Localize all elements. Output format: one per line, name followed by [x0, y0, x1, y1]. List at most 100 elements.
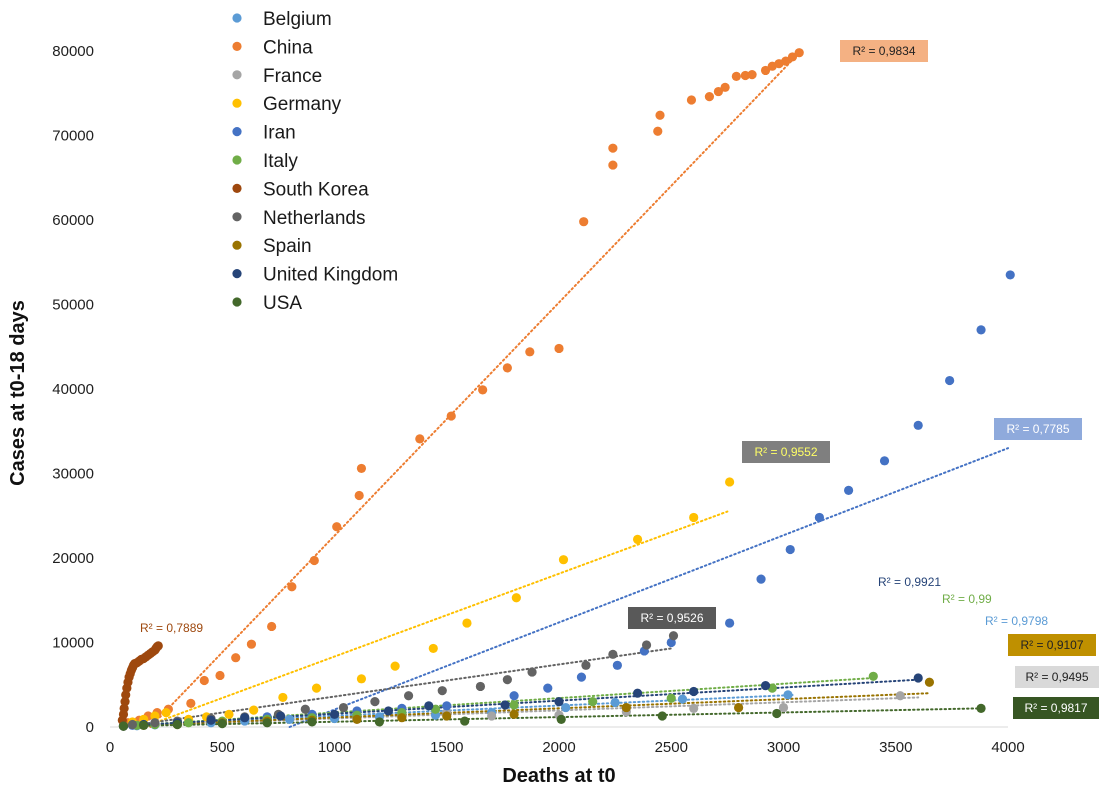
legend-label: Italy: [263, 151, 298, 172]
point-italy: [509, 700, 519, 710]
y-tick-label: 60000: [52, 212, 94, 229]
data-points: [117, 48, 1015, 731]
y-tick-labels: 0 10000 20000 30000 40000 50000 60000 70000 8000…: [52, 43, 94, 736]
point-france: [778, 702, 789, 713]
r2-label-text: R² = 0,7889: [140, 621, 203, 635]
point-germany: [632, 534, 643, 545]
point-germany: [249, 705, 259, 715]
point-china: [554, 343, 564, 354]
legend-item-netherlands: Netherlands: [232, 208, 365, 229]
x-tick-label: 1000: [318, 739, 351, 756]
point-iran: [814, 512, 825, 523]
point-usa: [172, 719, 182, 730]
r2-label-box: [1013, 697, 1099, 719]
r2-label-box: [1008, 634, 1096, 656]
legend-marker: [232, 297, 242, 307]
point-china: [354, 490, 364, 501]
r2-label-italy: R² = 0,99: [942, 592, 992, 606]
point-iran: [913, 420, 923, 430]
point-china: [653, 126, 663, 136]
r2-label-text: R² = 0,99: [942, 592, 992, 606]
point-iran: [576, 672, 587, 682]
legend-item-belgium: Belgium: [232, 9, 332, 30]
point-united-kingdom: [206, 715, 216, 725]
point-netherlands: [608, 649, 618, 659]
legend: Belgium China France Germany Iran Italy South …: [232, 9, 398, 314]
r2-label-germany: R² = 0,9552: [742, 441, 830, 463]
point-netherlands: [641, 640, 652, 650]
legend-label: Belgium: [263, 9, 332, 30]
r2-label-china: R² = 0,9834: [840, 40, 928, 62]
legend-marker: [232, 155, 242, 165]
point-italy: [588, 697, 598, 707]
point-united-kingdom: [240, 713, 250, 723]
point-south-korea: [119, 703, 129, 714]
point-germany: [311, 683, 322, 693]
point-spain: [734, 702, 744, 713]
point-china: [332, 522, 342, 532]
point-usa: [976, 703, 986, 714]
point-united-kingdom: [383, 706, 393, 716]
point-united-kingdom: [913, 673, 923, 683]
r2-labels: R² = 0,9798 R² = 0,9834 R² = 0,9495 R² = 0,…: [140, 40, 1099, 719]
point-germany: [390, 661, 400, 671]
point-usa: [307, 717, 317, 727]
point-netherlands: [527, 667, 537, 677]
y-axis-title: Cases at t0-18 days: [7, 300, 29, 486]
legend-item-united-kingdom: United Kingdom: [232, 265, 398, 286]
point-spain: [621, 702, 631, 713]
point-netherlands: [300, 704, 310, 714]
point-belgium: [285, 714, 295, 724]
point-iran: [945, 375, 955, 386]
point-spain: [509, 709, 519, 719]
point-germany: [428, 643, 438, 654]
trendline-germany: [142, 510, 729, 728]
trendline-france: [120, 696, 920, 728]
point-united-kingdom: [632, 688, 643, 698]
point-france: [689, 703, 699, 714]
point-united-kingdom: [760, 680, 771, 691]
point-united-kingdom: [554, 697, 564, 707]
legend-marker: [232, 127, 242, 137]
r2-label-box: [1015, 666, 1099, 688]
point-netherlands: [668, 631, 679, 641]
point-china: [720, 82, 730, 92]
point-south-korea: [120, 697, 130, 707]
point-china: [231, 653, 241, 663]
r2-label-south-korea: R² = 0,7889: [140, 621, 203, 635]
legend-label: China: [263, 37, 313, 58]
legend-marker: [232, 240, 242, 250]
point-belgium: [561, 702, 571, 713]
point-south-korea: [121, 690, 131, 700]
point-iran: [509, 691, 519, 701]
point-china: [655, 110, 665, 120]
r2-label-iran: R² = 0,7785: [994, 418, 1082, 440]
legend-item-france: France: [232, 66, 322, 87]
r2-label-text: R² = 0,9834: [852, 44, 915, 58]
trendline-spain: [120, 692, 931, 728]
y-tick-label: 0: [86, 719, 94, 736]
point-germany: [689, 512, 699, 523]
y-tick-label: 80000: [52, 43, 94, 60]
point-united-kingdom: [424, 701, 434, 711]
point-usa: [118, 721, 129, 731]
point-iran: [976, 325, 986, 335]
point-belgium: [677, 694, 688, 704]
point-china: [787, 52, 798, 62]
legend-marker: [232, 41, 242, 52]
r2-label-text: R² = 0,9552: [754, 445, 817, 459]
point-united-kingdom: [329, 709, 340, 719]
point-italy: [183, 718, 194, 728]
point-china: [267, 621, 277, 632]
point-china: [215, 670, 225, 681]
point-usa: [139, 720, 149, 730]
point-united-kingdom: [689, 686, 699, 697]
point-china: [713, 86, 723, 97]
point-netherlands: [127, 719, 138, 730]
point-china: [740, 70, 750, 81]
point-china: [608, 143, 618, 153]
legend-marker: [232, 269, 242, 279]
trendline-iran: [288, 447, 1009, 728]
point-united-kingdom: [500, 700, 510, 710]
